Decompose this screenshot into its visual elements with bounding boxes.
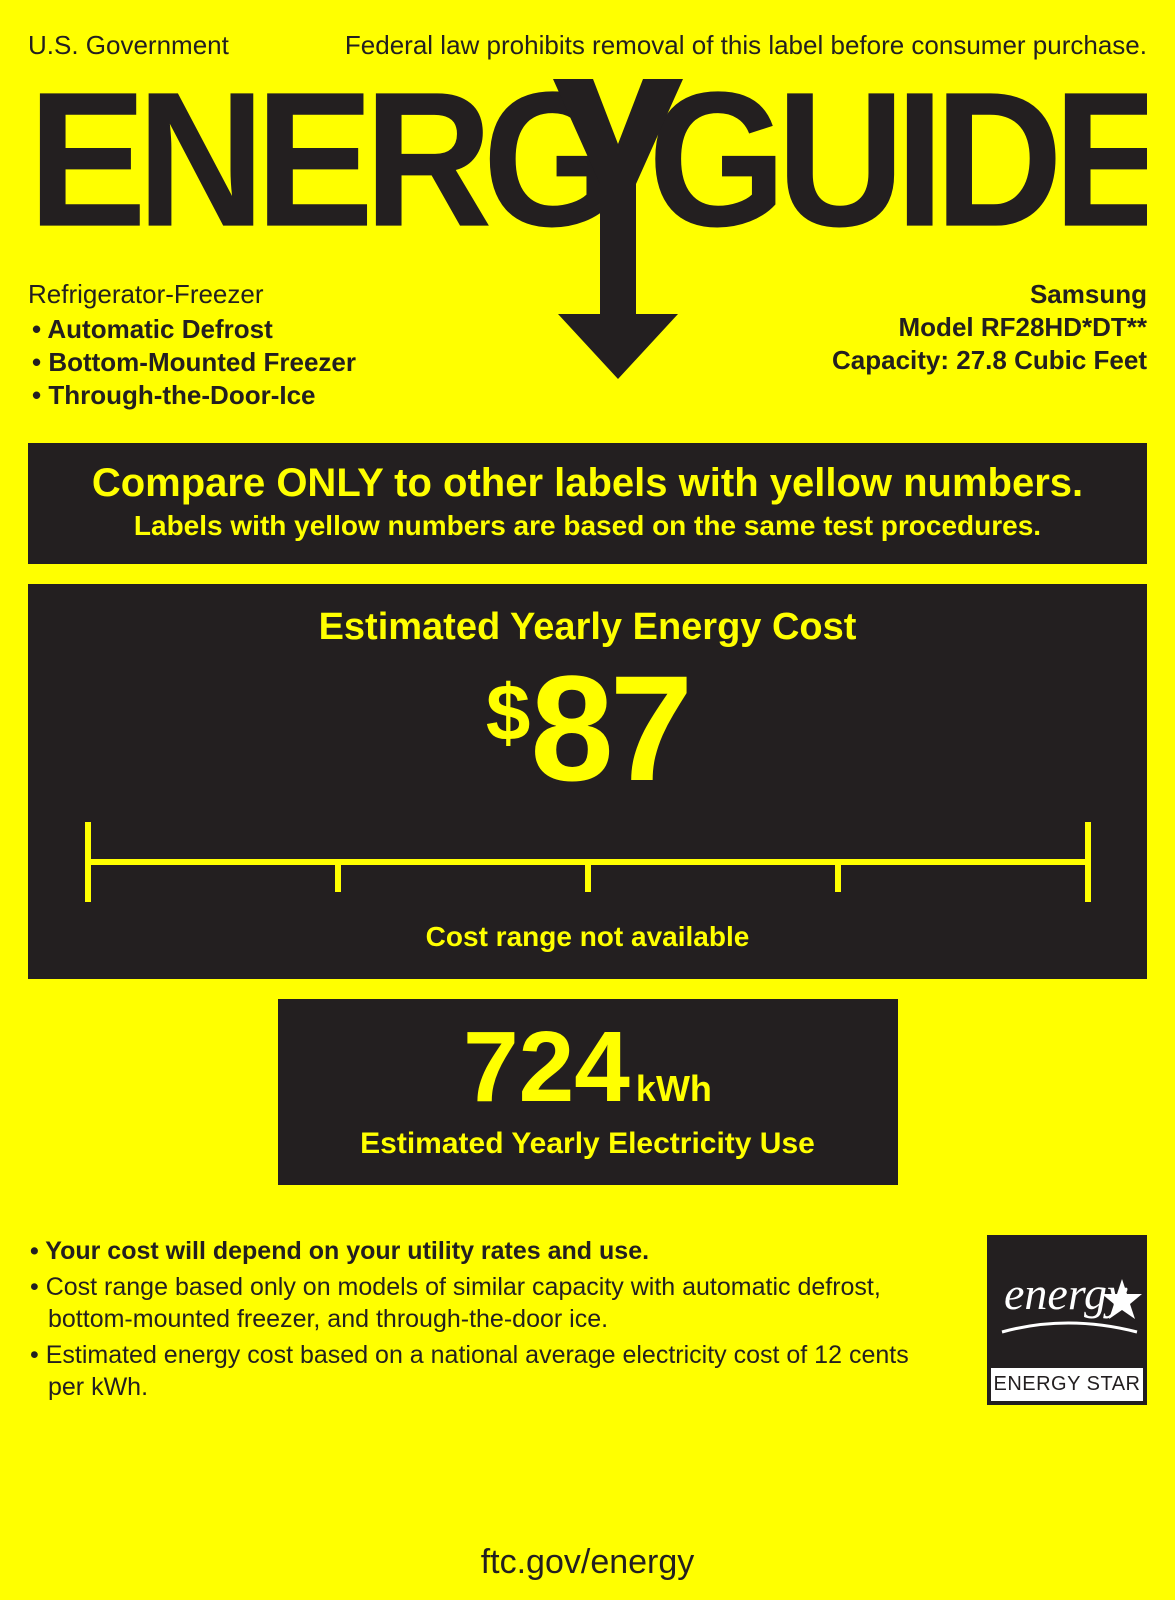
compare-line2: Labels with yellow numbers are based on …: [48, 510, 1127, 542]
feature-item: Through-the-Door-Ice: [50, 380, 356, 411]
usage-value: 724: [463, 1011, 630, 1123]
header-row: U.S. Government Federal law prohibits re…: [28, 30, 1147, 61]
footer-row: Your cost will depend on your utility ra…: [28, 1235, 1147, 1407]
energyguide-logo: ENERG GUIDE: [28, 69, 1147, 289]
svg-text:ENERG: ENERG: [28, 69, 611, 267]
usage-label: Estimated Yearly Electricity Use: [298, 1127, 878, 1161]
header-left: U.S. Government: [28, 30, 229, 61]
energy-star-badge: energy ENERGY STAR: [987, 1235, 1147, 1405]
footer-url: ftc.gov/energy: [0, 1543, 1175, 1582]
cost-range-label: Cost range not available: [68, 921, 1107, 953]
energyguide-logo-svg: ENERG GUIDE: [28, 69, 1147, 379]
usage-box: 724kWh Estimated Yearly Electricity Use: [278, 999, 898, 1185]
footer-note: Estimated energy cost based on a nationa…: [48, 1339, 928, 1404]
cost-amount: $87: [68, 653, 1107, 803]
footer-note: Cost range based only on models of simil…: [48, 1271, 928, 1336]
header-right: Federal law prohibits removal of this la…: [345, 30, 1147, 61]
energy-star-icon: energy: [991, 1239, 1143, 1368]
energy-star-label: ENERGY STAR: [991, 1368, 1143, 1401]
compare-line1: Compare ONLY to other labels with yellow…: [48, 461, 1127, 506]
cost-box: Estimated Yearly Energy Cost $87 Cost ra…: [28, 584, 1147, 979]
cost-value: 87: [530, 644, 689, 812]
svg-text:GUIDE: GUIDE: [648, 69, 1147, 267]
cost-range-scale: [78, 817, 1098, 907]
svg-text:energy: energy: [1004, 1268, 1128, 1319]
footer-note: Your cost will depend on your utility ra…: [48, 1235, 928, 1268]
usage-unit: kWh: [636, 1068, 712, 1109]
compare-box: Compare ONLY to other labels with yellow…: [28, 443, 1147, 564]
cost-title: Estimated Yearly Energy Cost: [68, 606, 1107, 649]
cost-currency: $: [486, 668, 531, 757]
footer-notes: Your cost will depend on your utility ra…: [28, 1235, 928, 1407]
usage-value-line: 724kWh: [298, 1017, 878, 1117]
